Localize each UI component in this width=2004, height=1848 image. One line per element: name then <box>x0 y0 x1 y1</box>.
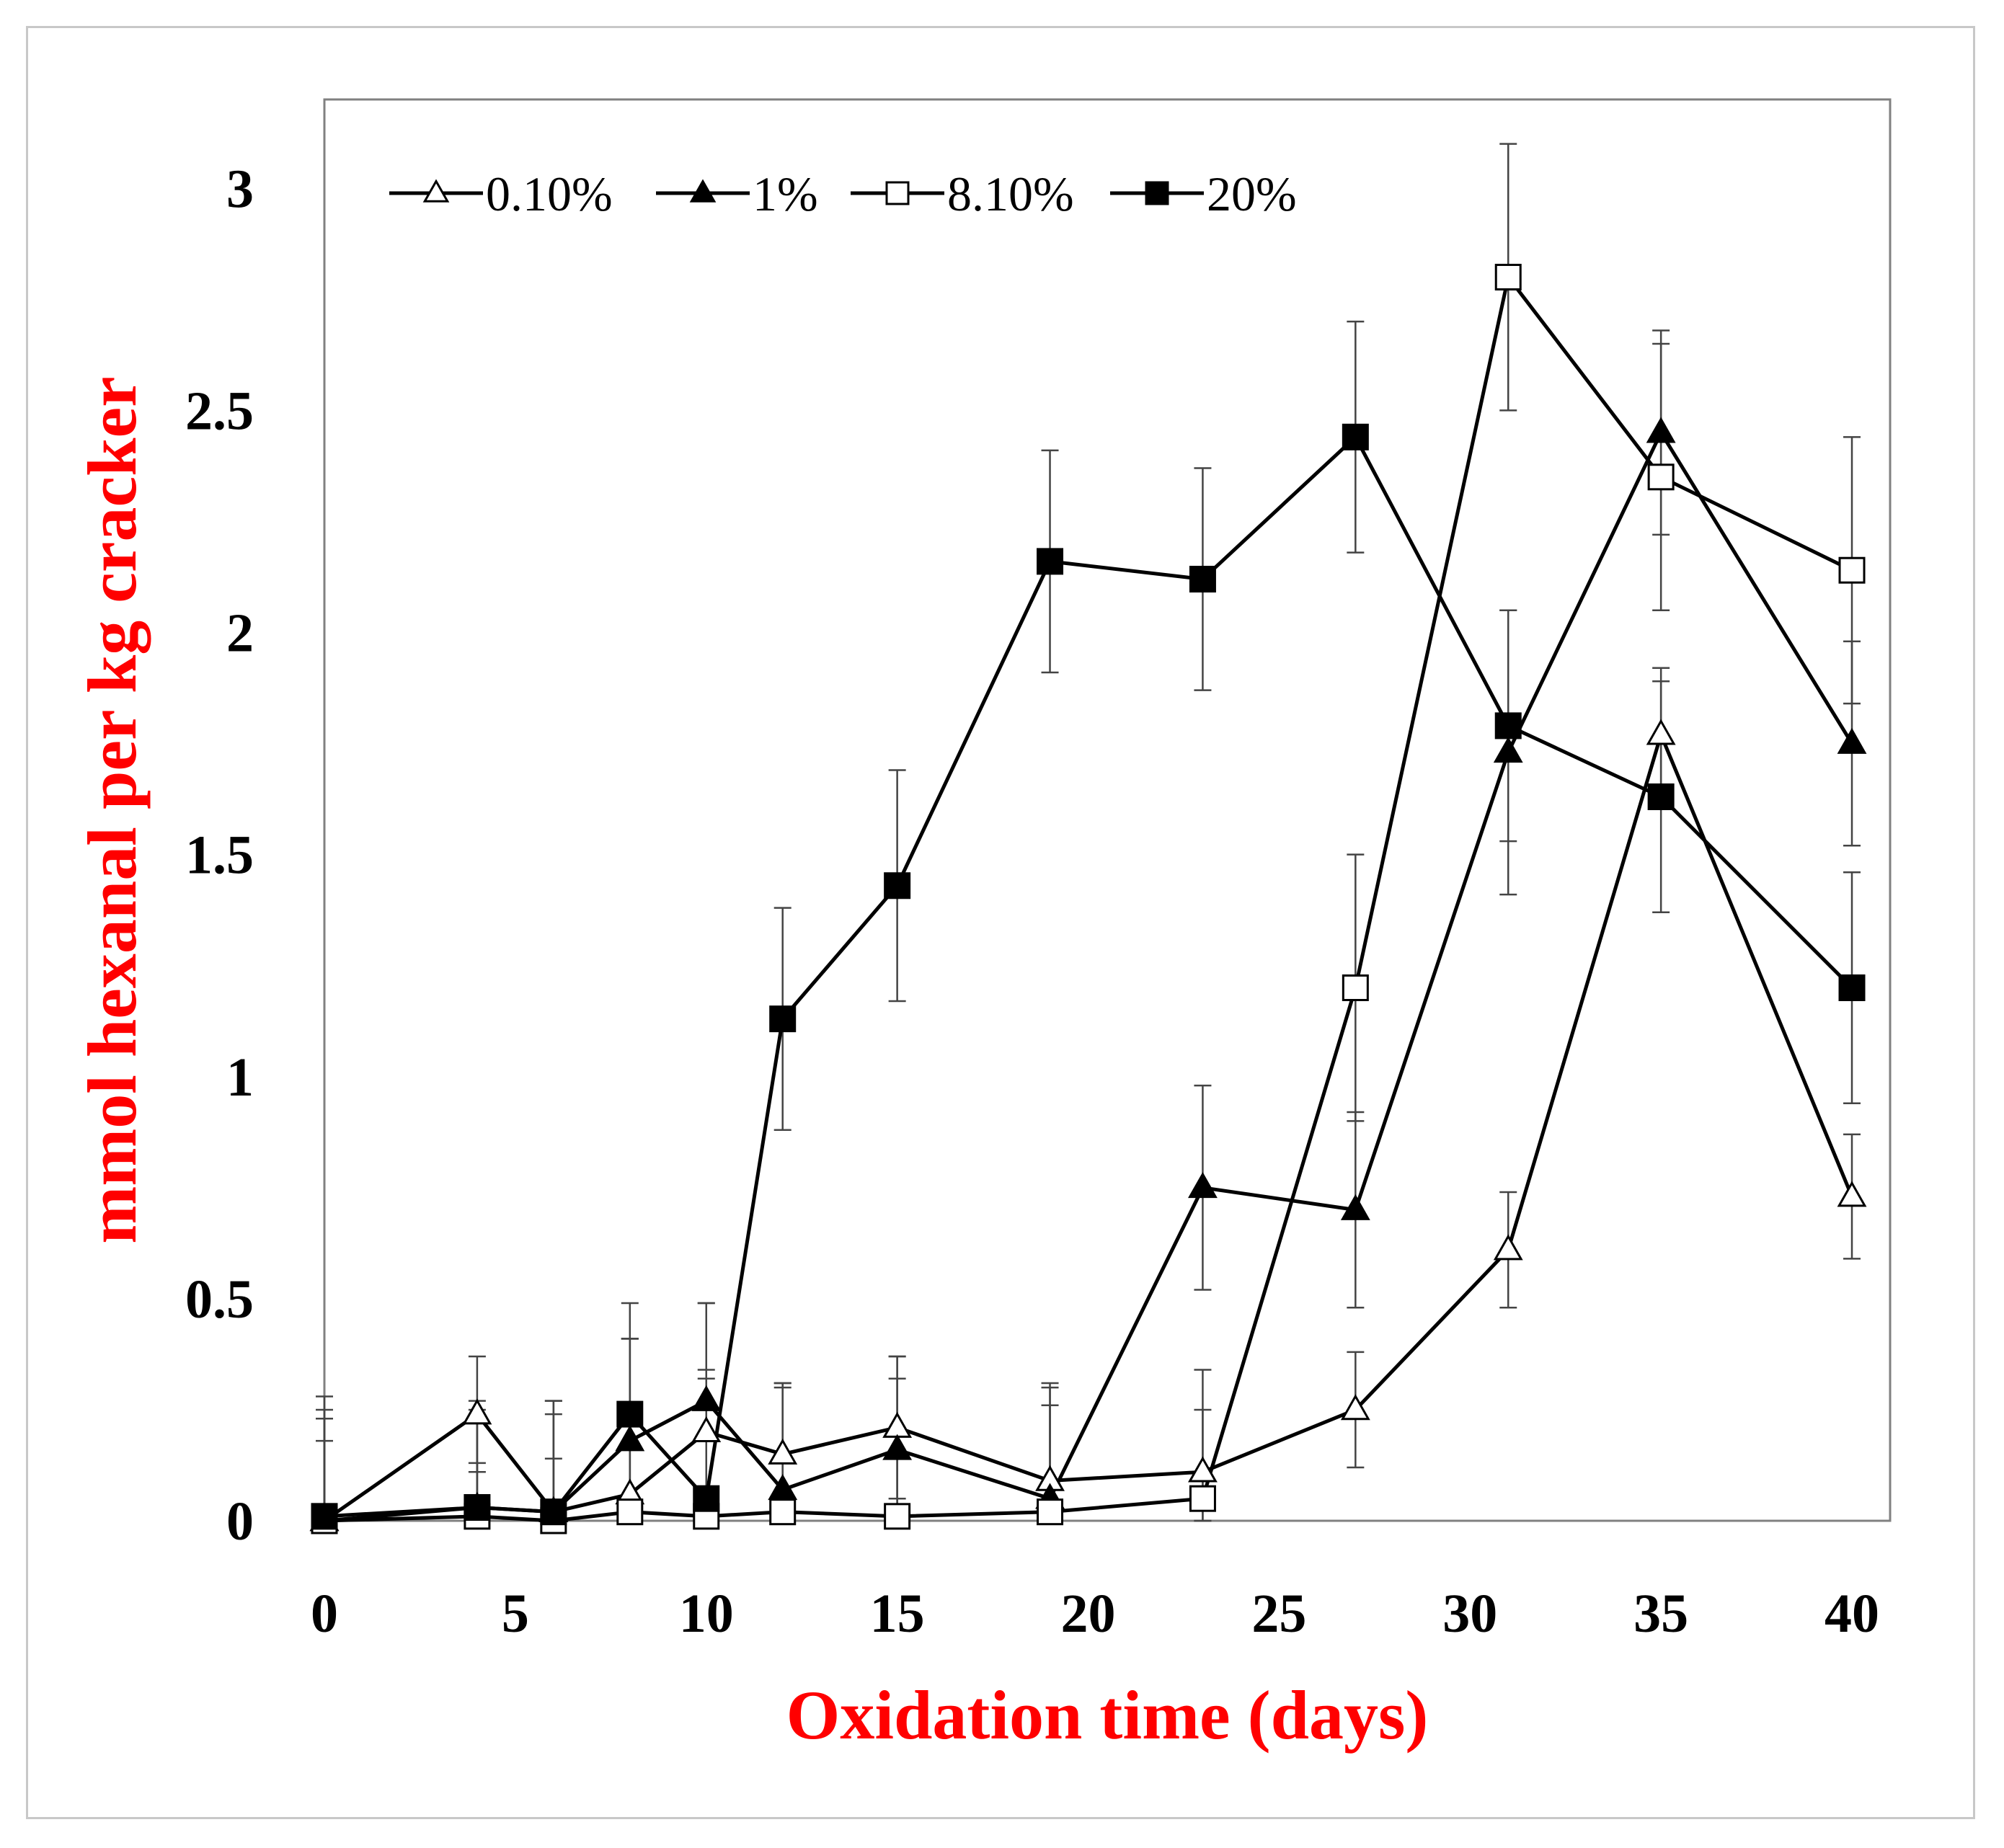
data-point-marker <box>1342 974 1369 1001</box>
data-point-marker <box>693 1485 720 1512</box>
y-tick-label: 3 <box>226 159 254 219</box>
data-point-marker <box>615 1425 645 1452</box>
legend-item: 20% <box>1110 166 1297 221</box>
y-axis-title: mmol hexanal per kg cracker <box>74 376 151 1243</box>
legend-item: 8.10% <box>851 166 1074 221</box>
legend-label: 20% <box>1207 166 1297 221</box>
data-point-marker <box>1037 1498 1064 1526</box>
y-tick-label: 2.5 <box>185 381 254 441</box>
data-point-marker <box>1188 1456 1218 1483</box>
data-point-marker <box>1493 737 1523 763</box>
x-tick-label: 0 <box>311 1583 338 1644</box>
data-point-marker <box>1647 783 1675 811</box>
x-axis-ticks: 0 5 10 15 20 25 30 35 40 <box>311 1583 1879 1644</box>
data-point-marker <box>1493 1234 1523 1261</box>
data-point-marker <box>462 1398 492 1425</box>
data-point-marker <box>464 1494 491 1522</box>
data-point-marker <box>1340 1194 1370 1220</box>
data-point-marker <box>1837 1181 1867 1207</box>
x-tick-label: 25 <box>1251 1583 1306 1644</box>
legend-item: 0.10% <box>389 166 613 221</box>
legend: 0.10% 1% 8.10% 20% <box>389 166 1297 221</box>
legend-item: 1% <box>656 166 818 221</box>
data-point-marker <box>1838 556 1866 584</box>
y-tick-label: 0 <box>226 1491 254 1552</box>
y-tick-label: 2 <box>226 603 254 664</box>
data-point-marker <box>1647 463 1675 491</box>
data-point-marker <box>1646 417 1676 443</box>
x-tick-label: 20 <box>1061 1583 1116 1644</box>
plot-area <box>323 98 1892 1522</box>
y-axis-ticks: 0 0.5 1 1.5 2 2.5 3 <box>185 159 254 1552</box>
data-point-marker <box>769 1498 797 1526</box>
data-point-marker <box>540 1498 567 1526</box>
x-tick-label: 40 <box>1825 1583 1879 1644</box>
data-point-marker <box>1340 1394 1370 1421</box>
data-point-marker <box>1189 566 1216 593</box>
data-point-marker <box>1646 719 1676 745</box>
data-point-marker <box>1494 712 1522 739</box>
data-point-marker <box>691 1385 722 1411</box>
data-point-marker <box>311 1503 338 1530</box>
data-point-marker <box>769 1005 797 1033</box>
data-point-marker <box>1837 727 1867 754</box>
y-tick-label: 1.5 <box>185 825 254 886</box>
data-point-marker <box>1838 974 1866 1001</box>
x-axis-title: Oxidation time (days) <box>786 1676 1429 1754</box>
data-point-marker <box>1494 264 1522 290</box>
data-point-marker <box>884 1503 911 1530</box>
x-tick-label: 30 <box>1442 1583 1497 1644</box>
data-point-marker <box>691 1416 722 1442</box>
legend-marker <box>422 179 450 203</box>
x-tick-label: 5 <box>502 1583 529 1644</box>
data-point-marker <box>616 1400 644 1428</box>
x-tick-label: 35 <box>1633 1583 1688 1644</box>
data-point-marker <box>882 1434 913 1460</box>
x-tick-label: 15 <box>870 1583 925 1644</box>
data-point-marker <box>768 1438 798 1465</box>
legend-label: 0.10% <box>486 166 613 221</box>
x-tick-label: 10 <box>679 1583 734 1644</box>
data-point-marker <box>1188 1172 1218 1199</box>
legend-marker <box>885 181 910 205</box>
data-point-marker <box>1342 423 1369 450</box>
series-markers <box>309 264 1867 1534</box>
legend-label: 8.10% <box>947 166 1074 221</box>
y-tick-label: 0.5 <box>185 1269 254 1330</box>
data-point-marker <box>616 1498 644 1526</box>
data-point-marker <box>1189 1485 1216 1512</box>
data-point-marker <box>884 872 911 899</box>
data-point-marker <box>1037 548 1064 575</box>
legend-marker <box>689 179 717 203</box>
legend-label: 1% <box>753 166 818 221</box>
legend-marker <box>1145 181 1169 205</box>
y-tick-label: 1 <box>226 1047 254 1108</box>
